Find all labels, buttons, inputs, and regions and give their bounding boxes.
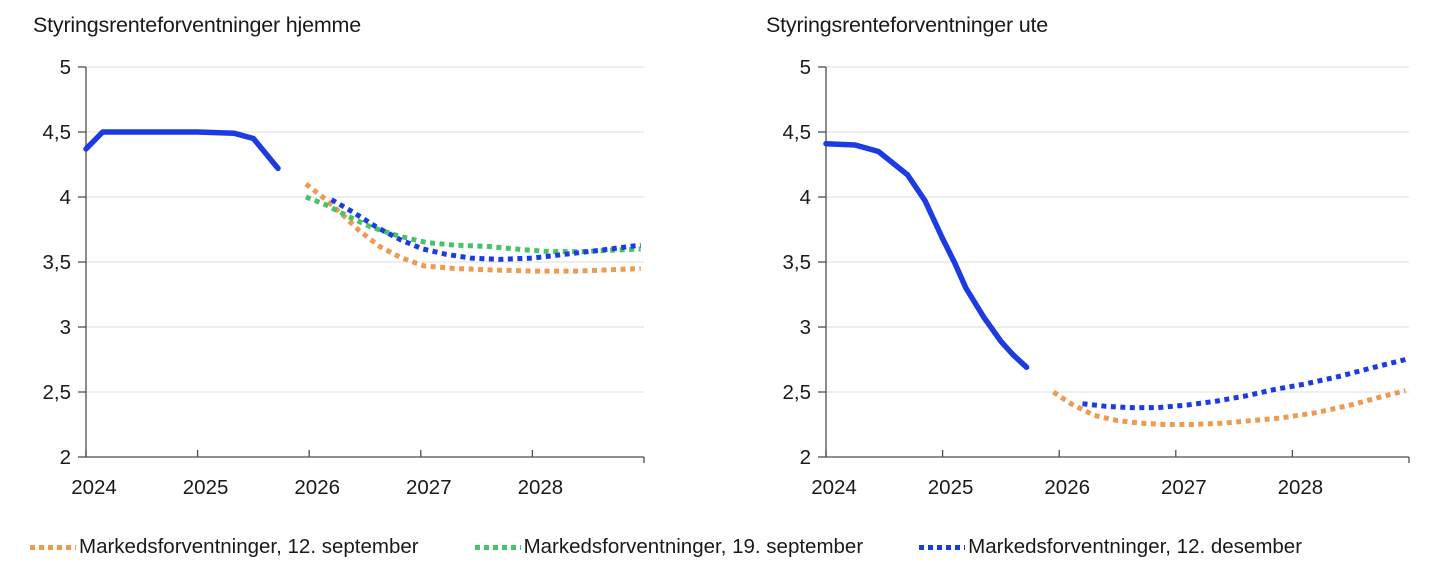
x-tick-label: 2025 xyxy=(928,476,974,499)
legend-marker-dotted-orange-icon xyxy=(30,544,76,550)
y-tick-label: 4,5 xyxy=(783,121,812,144)
x-tick-label: 2028 xyxy=(1278,476,1324,499)
y-tick-label: 3,5 xyxy=(783,251,812,274)
legend-item-label: Markedsforventninger, 12. september xyxy=(79,535,419,558)
y-tick-label: 2,5 xyxy=(783,381,812,404)
legend-item-label: Markedsforventninger, 12. desember xyxy=(968,535,1303,558)
x-tick-label: 2025 xyxy=(183,476,229,499)
x-tick-label: 2026 xyxy=(1044,476,1090,499)
legend-item-label: Markedsforventninger, 19. september xyxy=(523,535,864,558)
x-tick-label: 2024 xyxy=(811,476,857,499)
y-tick-label: 2,5 xyxy=(43,381,72,404)
series-historikk xyxy=(83,129,281,172)
series-des12 xyxy=(330,197,642,262)
series-historikk xyxy=(823,140,1030,371)
legend-marker-dotted-blue-icon xyxy=(919,544,966,550)
y-tick-label: 2 xyxy=(800,446,811,469)
x-tick-label: 2026 xyxy=(294,476,340,499)
legend: Markedsforventninger, 12. september Mark… xyxy=(30,535,1302,559)
y-tick-label: 4,5 xyxy=(43,121,72,144)
x-tick-label: 2028 xyxy=(518,476,564,499)
legend-item: Markedsforventninger, 19. september xyxy=(474,535,864,559)
series-sep12 xyxy=(304,182,641,274)
left-chart-title: Styringsrenteforventninger hjemme xyxy=(33,13,362,37)
series-sep12 xyxy=(1052,388,1407,427)
x-tick-label: 2027 xyxy=(1161,476,1207,499)
y-tick-label: 5 xyxy=(60,56,71,79)
y-tick-label: 3,5 xyxy=(43,251,72,274)
y-tick-label: 5 xyxy=(800,56,811,79)
legend-marker-dotted-green-icon xyxy=(474,544,521,550)
legend-item: Markedsforventninger, 12. september xyxy=(30,535,419,559)
y-tick-label: 4 xyxy=(60,186,71,209)
legend-item: Markedsforventninger, 12. desember xyxy=(919,535,1302,559)
x-tick-label: 2027 xyxy=(406,476,452,499)
x-tick-label: 2024 xyxy=(71,476,117,499)
y-tick-label: 3 xyxy=(60,316,71,339)
y-tick-label: 3 xyxy=(800,316,811,339)
right-chart-title: Styringsrenteforventninger ute xyxy=(766,13,1049,37)
series-sep19 xyxy=(304,194,641,255)
y-tick-label: 2 xyxy=(60,446,71,469)
series-des12 xyxy=(1082,357,1407,411)
y-tick-label: 4 xyxy=(800,186,811,209)
